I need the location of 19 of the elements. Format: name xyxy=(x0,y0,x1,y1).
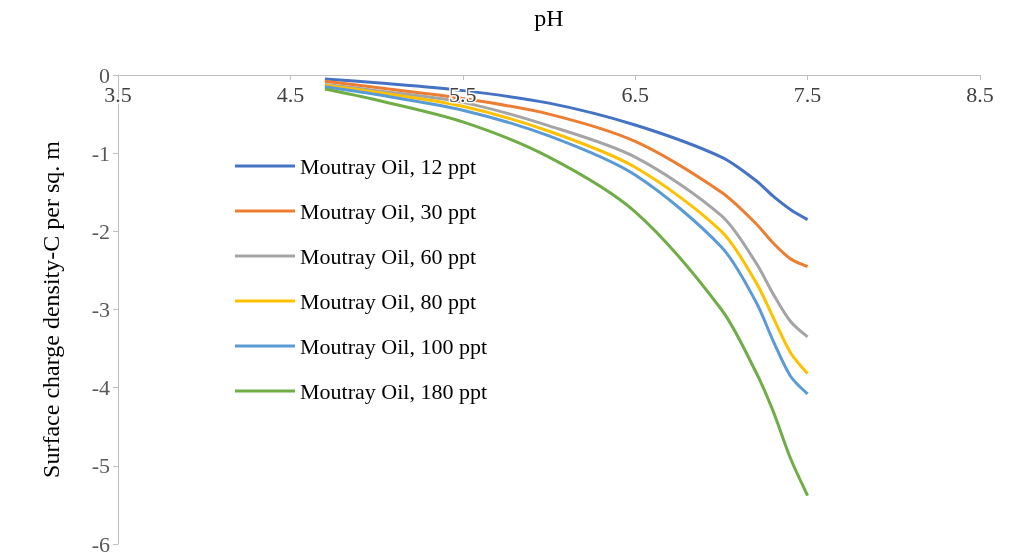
y-tick-label: -2 xyxy=(91,218,110,244)
y-axis-title: Surface charge density-C per sq. m xyxy=(38,140,64,478)
y-tick-label: -4 xyxy=(91,375,110,401)
y-tick-label: -6 xyxy=(91,531,110,557)
legend-label: Moutray Oil, 180 ppt xyxy=(300,378,487,404)
x-tick-label: 8.5 xyxy=(966,81,994,107)
x-tick-label: 7.5 xyxy=(793,81,822,107)
y-tick-label: -5 xyxy=(91,453,110,479)
legend-label: Moutray Oil, 12 ppt xyxy=(300,153,476,179)
legend-label: Moutray Oil, 30 ppt xyxy=(300,198,476,224)
legend-label: Moutray Oil, 100 ppt xyxy=(300,333,487,359)
x-axis-title: pH xyxy=(534,5,564,31)
y-tick-label: 0 xyxy=(99,62,110,88)
y-tick-label: -1 xyxy=(91,140,110,166)
legend-label: Moutray Oil, 60 ppt xyxy=(300,243,476,269)
y-tick-label: -3 xyxy=(91,297,110,322)
x-tick-label: 4.5 xyxy=(276,81,305,107)
legend-label: Moutray Oil, 80 ppt xyxy=(300,288,476,314)
x-tick-label: 6.5 xyxy=(621,81,649,107)
